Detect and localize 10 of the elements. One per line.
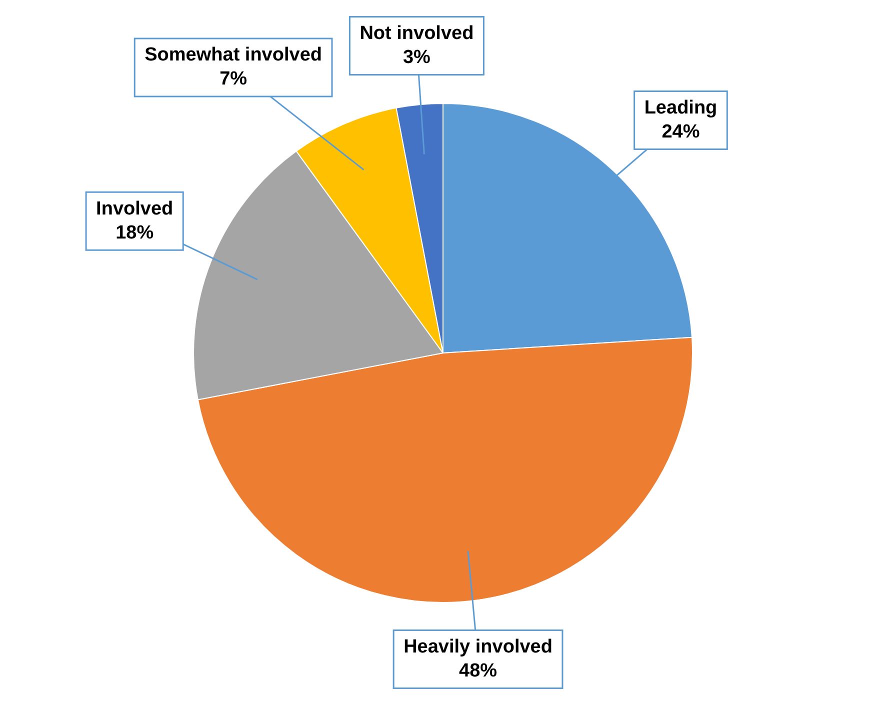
slice-label: Not involved bbox=[360, 22, 474, 44]
slice-label: Leading bbox=[644, 97, 718, 118]
data-label: 3% bbox=[402, 46, 431, 68]
slice-label: Somewhat involved bbox=[144, 44, 322, 66]
data-label: 24% bbox=[662, 121, 700, 142]
data-label: 18% bbox=[116, 222, 154, 244]
slice-label: Involved bbox=[96, 198, 174, 220]
data-label: 7% bbox=[220, 68, 248, 90]
data-label: 48% bbox=[459, 660, 498, 682]
slice-label: Heavily involved bbox=[404, 636, 552, 658]
